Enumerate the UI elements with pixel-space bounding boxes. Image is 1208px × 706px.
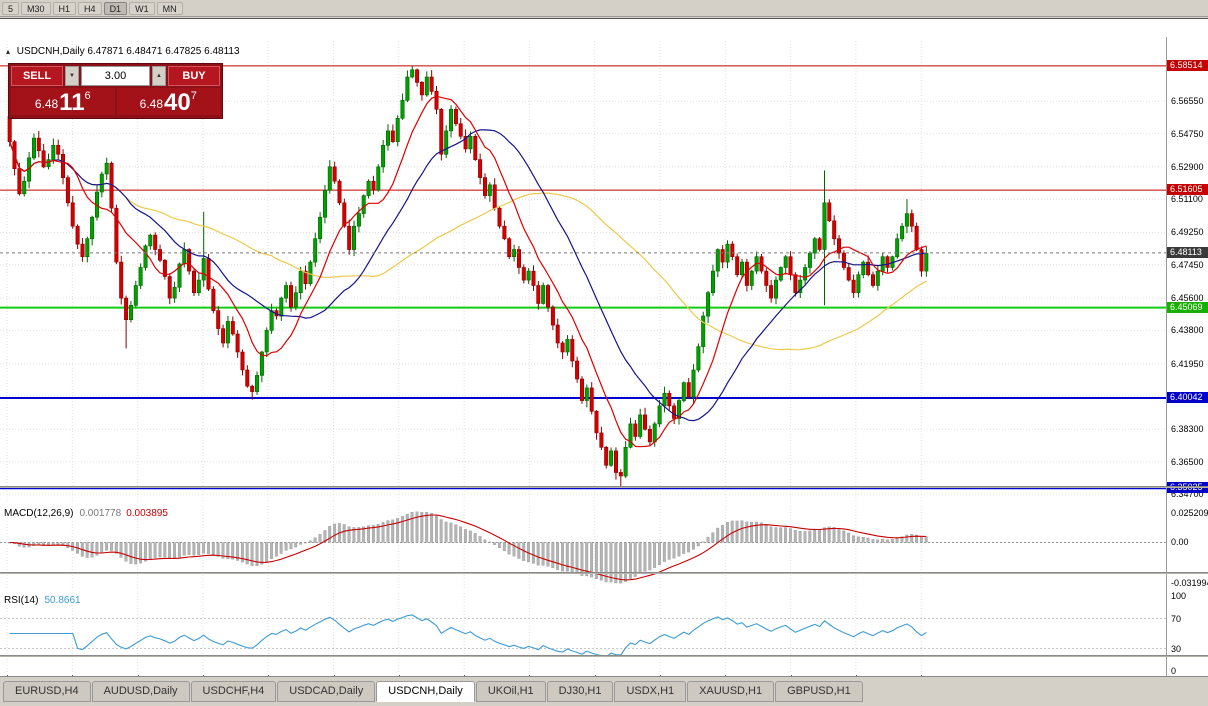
chart-tab-ukoil-h1[interactable]: UKOil,H1 xyxy=(475,681,546,702)
price-axis-label: 6.49250 xyxy=(1171,227,1204,238)
price-axis-label: 6.51100 xyxy=(1171,194,1203,205)
rsi-line xyxy=(9,614,927,658)
price-axis-label: 6.45600 xyxy=(1171,293,1204,304)
sell-button[interactable]: SELL xyxy=(11,66,63,86)
chart-tab-usdchf-h4[interactable]: USDCHF,H4 xyxy=(190,681,277,702)
ask-price-base: 6.48 xyxy=(139,97,164,111)
one-click-collapse-icon[interactable]: ▴ xyxy=(6,47,11,56)
price-level-badge-current: 6.48113 xyxy=(1167,246,1208,258)
chart-tab-usdcad-daily[interactable]: USDCAD,Daily xyxy=(277,681,376,702)
rsi-axis-label: 30 xyxy=(1171,643,1182,654)
macd-axis-label: -0.031994 xyxy=(1171,578,1208,588)
timeframe-toolbar: 5 M30 H1 H4 D1 W1 MN xyxy=(0,0,1208,17)
price-axis-label: 6.36500 xyxy=(1171,456,1204,467)
rsi-name: RSI(14) xyxy=(4,595,39,606)
volume-decrease-button[interactable]: ▼ xyxy=(65,66,79,86)
macd-signal-value: 0.003895 xyxy=(126,508,168,519)
price-axis-label: 6.38300 xyxy=(1171,424,1204,435)
rsi-value: 50.8661 xyxy=(44,595,81,606)
ask-price-pipette: 7 xyxy=(190,90,197,102)
ma-10-line xyxy=(9,95,927,448)
chart-tab-usdcnh-daily[interactable]: USDCNH,Daily xyxy=(376,681,475,702)
candles-layer xyxy=(7,66,929,489)
rsi-axis-label: 100 xyxy=(1171,591,1187,601)
volume-input[interactable] xyxy=(81,66,150,86)
bid-price[interactable]: 6.48 11 6 xyxy=(11,88,115,115)
macd-histogram xyxy=(8,511,928,584)
rsi-axis-label: 70 xyxy=(1171,613,1182,624)
price-axis-label: 6.54750 xyxy=(1171,128,1204,139)
price-level-badge-red: 6.58514 xyxy=(1167,59,1208,71)
price-level-badge-red: 6.51605 xyxy=(1167,184,1208,196)
ask-price[interactable]: 6.48 40 7 xyxy=(116,88,220,116)
timeframe-button-h1[interactable]: H1 xyxy=(52,1,77,15)
price-axis[interactable]: 6.56550 6.54750 6.52900 6.51100 6.49250 6.474… xyxy=(1166,37,1208,695)
macd-axis-label: 0.00 xyxy=(1171,537,1189,548)
timeframe-button-mn[interactable]: MN xyxy=(156,1,183,15)
chart-tab-bar: EURUSD,H4 AUDUSD,Daily USDCHF,H4 USDCAD,Dai… xyxy=(0,676,1208,706)
price-level-badge-blue: 6.40042 xyxy=(1167,391,1208,403)
macd-main-value: 0.001778 xyxy=(79,508,122,519)
chevron-down-icon: ▼ xyxy=(69,73,75,79)
order-prices-row: 6.48 11 6 6.48 40 7 xyxy=(11,88,220,115)
price-axis-label: 6.47450 xyxy=(1171,259,1204,270)
price-level-badge-green: 6.45069 xyxy=(1167,301,1208,313)
chart-tab-audusd-daily[interactable]: AUDUSD,Daily xyxy=(91,681,190,702)
price-axis-label: 6.41950 xyxy=(1171,358,1204,369)
chart-tab-gbpusd-h1[interactable]: GBPUSD,H1 xyxy=(775,681,863,702)
bid-price-base: 6.48 xyxy=(34,97,59,111)
bid-price-pipette: 6 xyxy=(84,90,91,102)
horizontal-level-lines xyxy=(0,65,1166,490)
timeframe-button-5[interactable]: 5 xyxy=(2,1,20,15)
chart-tab-dj30-h1[interactable]: DJ30,H1 xyxy=(546,681,614,702)
timeframe-button-d1[interactable]: D1 xyxy=(103,1,128,15)
timeframe-button-m30[interactable]: M30 xyxy=(21,1,51,15)
chart-panel: ▴ USDCNH,Daily 6.47871 6.48471 6.47825 6… xyxy=(0,18,1208,695)
ma-25-line xyxy=(9,129,927,422)
rsi-indicator-chart[interactable] xyxy=(0,593,1166,673)
price-axis-label: 6.34700 xyxy=(1171,489,1204,499)
price-axis-label: 6.43800 xyxy=(1171,325,1204,336)
macd-label: MACD(12,26,9) 0.001778 0.003895 xyxy=(4,508,168,519)
macd-axis-label: 0.025209 xyxy=(1171,508,1208,518)
bid-price-big: 11 xyxy=(59,89,85,116)
chevron-up-icon: ▲ xyxy=(156,73,162,79)
rsi-panel-separator[interactable] xyxy=(0,572,1208,574)
macd-signal-line xyxy=(9,514,927,581)
chart-tab-eurusd-h4[interactable]: EURUSD,H4 xyxy=(3,681,91,702)
volume-increase-button[interactable]: ▲ xyxy=(152,66,166,86)
chart-symbol-ohlc: ▴ USDCNH,Daily 6.47871 6.48471 6.47825 6… xyxy=(6,46,240,57)
rsi-label: RSI(14) 50.8661 xyxy=(4,595,81,606)
candlestick-chart[interactable] xyxy=(0,41,1166,503)
macd-indicator-chart[interactable] xyxy=(0,506,1166,589)
price-axis-label: 6.56550 xyxy=(1171,96,1204,107)
timeframe-button-h4[interactable]: H4 xyxy=(78,1,102,15)
rsi-axis-label: 0 xyxy=(1171,666,1177,676)
time-axis-separator xyxy=(0,655,1208,657)
buy-button[interactable]: BUY xyxy=(168,66,220,86)
timeframe-button-w1[interactable]: W1 xyxy=(129,1,155,15)
ask-price-big: 40 xyxy=(164,89,191,116)
macd-panel-separator[interactable] xyxy=(0,486,1208,488)
chart-tab-usdx-h1[interactable]: USDX,H1 xyxy=(614,681,687,702)
chart-tab-xauusd-h1[interactable]: XAUUSD,H1 xyxy=(687,681,775,702)
macd-name: MACD(12,26,9) xyxy=(4,508,74,519)
ma-55-line xyxy=(9,141,927,351)
symbol-ohlc-text: USDCNH,Daily 6.47871 6.48471 6.47825 6.4… xyxy=(16,46,240,57)
price-axis-label: 6.52900 xyxy=(1171,161,1204,172)
order-controls-row: SELL ▼ ▲ BUY xyxy=(11,66,220,86)
